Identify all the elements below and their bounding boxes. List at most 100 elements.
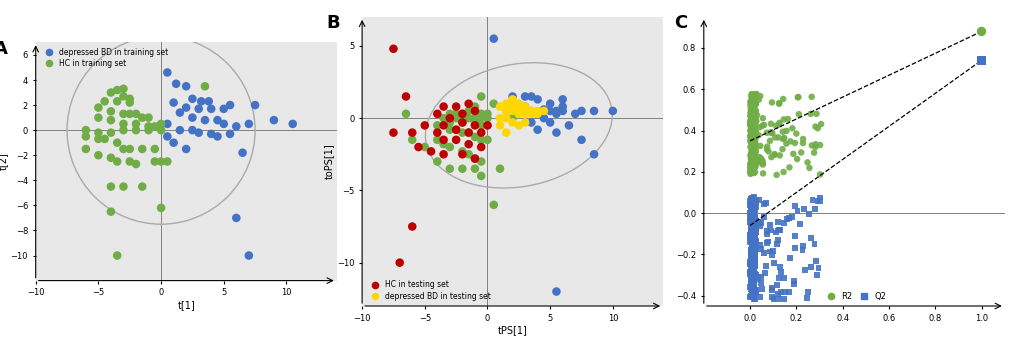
Point (745, 125, 761, 130)
Point (742, 233, 758, 238)
Point (473, 130, 489, 135)
Point (774, 96, 791, 102)
Point (746, 244, 762, 250)
Point (746, 247, 762, 252)
Point (743, 167, 759, 172)
Point (972, 29, 988, 34)
Point (802, 235, 818, 240)
Point (750, 276, 766, 282)
Point (453, 152, 470, 157)
Point (115, 111, 131, 117)
Point (467, 104, 483, 109)
Point (741, 271, 757, 277)
Point (744, 294, 760, 300)
Point (747, 289, 763, 294)
Point (747, 150, 763, 156)
Point (517, 104, 533, 109)
Point (743, 92, 759, 97)
Point (228, 124, 245, 129)
Point (121, 96, 138, 102)
Point (744, 134, 760, 139)
Point (763, 100, 780, 105)
Point (803, 143, 819, 148)
Point (769, 237, 786, 243)
Point (746, 272, 762, 277)
Point (453, 166, 470, 171)
Point (743, 107, 759, 113)
Point (523, 108, 539, 114)
Point (745, 158, 761, 164)
Point (745, 154, 761, 159)
Point (744, 113, 760, 119)
Point (744, 168, 760, 173)
Point (529, 108, 545, 114)
Point (745, 258, 761, 263)
Point (745, 141, 761, 147)
Point (743, 164, 759, 169)
Point (744, 152, 760, 158)
Point (743, 152, 759, 158)
Point (747, 101, 763, 106)
Point (743, 229, 759, 234)
Point (479, 116, 495, 121)
Point (807, 258, 823, 264)
Point (497, 130, 514, 135)
Point (177, 84, 194, 89)
Point (741, 233, 757, 238)
Point (497, 101, 514, 106)
Point (742, 272, 758, 278)
Point (746, 260, 762, 265)
Point (744, 128, 760, 134)
Point (497, 108, 514, 114)
Point (742, 121, 758, 126)
Point (745, 238, 761, 244)
Point (491, 123, 507, 128)
Point (770, 227, 787, 232)
Point (743, 253, 759, 258)
Point (750, 133, 766, 138)
Point (743, 111, 759, 117)
Point (177, 105, 194, 110)
Point (743, 160, 759, 165)
Point (743, 158, 759, 164)
Point (523, 94, 539, 99)
Point (745, 150, 761, 156)
Point (517, 94, 533, 99)
Point (742, 210, 758, 216)
Point (806, 144, 822, 150)
Point (746, 261, 762, 267)
Point (479, 137, 495, 142)
Point (745, 270, 761, 275)
Point (742, 294, 758, 300)
Point (743, 162, 759, 168)
Point (753, 287, 769, 292)
Point (742, 252, 758, 258)
Point (743, 131, 759, 136)
Point (410, 144, 426, 150)
Point (453, 111, 470, 117)
Point (748, 118, 764, 124)
Point (747, 91, 763, 97)
Point (793, 150, 809, 155)
Point (746, 150, 762, 155)
Point (77, 134, 94, 139)
Point (744, 281, 760, 286)
Point (757, 201, 773, 206)
Point (473, 137, 489, 142)
Point (772, 269, 789, 275)
Point (742, 113, 758, 119)
Point (479, 111, 495, 117)
Point (744, 120, 760, 125)
Point (171, 110, 187, 115)
Point (133, 115, 150, 120)
Point (159, 70, 175, 75)
Point (762, 130, 779, 135)
Point (743, 226, 759, 232)
Point (404, 130, 420, 135)
Point (758, 228, 774, 234)
Point (746, 264, 762, 270)
Point (771, 227, 788, 233)
Point (742, 99, 758, 104)
Point (747, 157, 763, 163)
Point (743, 128, 759, 133)
